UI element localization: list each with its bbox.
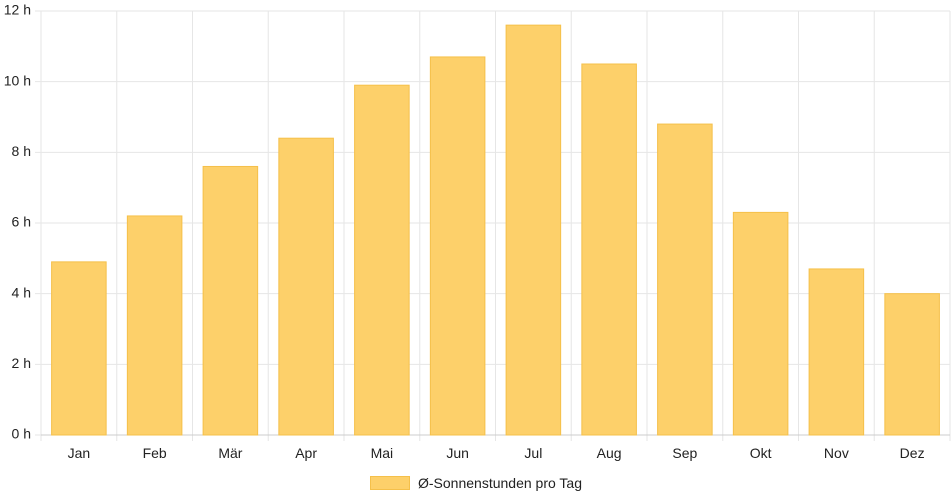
legend-label: Ø-Sonnenstunden pro Tag (418, 475, 582, 491)
x-tick-label: Feb (143, 445, 167, 461)
bar-mär[interactable] (202, 165, 259, 436)
y-tick-label: 4 h (12, 284, 31, 300)
x-tick-label: Jul (524, 445, 542, 461)
x-tick-label: Sep (672, 445, 697, 461)
bar-aug[interactable] (581, 63, 637, 436)
x-tick-label: Mär (218, 445, 242, 461)
x-tick-label: Okt (750, 445, 772, 461)
y-tick-label: 10 h (4, 72, 31, 88)
x-tick-label: Dez (900, 445, 925, 461)
y-tick-label: 8 h (12, 143, 31, 159)
y-tick-label: 2 h (12, 355, 31, 371)
bar-okt[interactable] (732, 211, 789, 436)
x-tick-label: Apr (295, 445, 317, 461)
bar-apr[interactable] (278, 137, 334, 436)
bar-chart: 0 h 2 h 4 h 6 h 8 h 10 h 12 h Jan Feb Mär Apr Mai Ju… (4, 2, 951, 461)
bar-sep[interactable] (657, 123, 713, 436)
y-tick-label: 6 h (12, 214, 31, 230)
bar-jan[interactable] (51, 261, 107, 436)
bar-jul[interactable] (505, 24, 562, 436)
x-tick-label: Jun (446, 445, 469, 461)
x-tick-label: Mai (371, 445, 394, 461)
x-tick-label: Nov (824, 445, 849, 461)
y-tick-label: 12 h (4, 2, 31, 18)
bar-nov[interactable] (808, 268, 865, 436)
bar-mai[interactable] (354, 84, 410, 436)
x-tick-label: Jan (68, 445, 91, 461)
y-tick-label: 0 h (12, 426, 31, 442)
bar-feb[interactable] (126, 215, 183, 436)
bar-jun[interactable] (429, 56, 486, 436)
legend-swatch (370, 476, 410, 490)
x-tick-label: Aug (597, 445, 622, 461)
bar-dez[interactable] (884, 293, 940, 436)
legend[interactable]: Ø-Sonnenstunden pro Tag (0, 472, 952, 494)
